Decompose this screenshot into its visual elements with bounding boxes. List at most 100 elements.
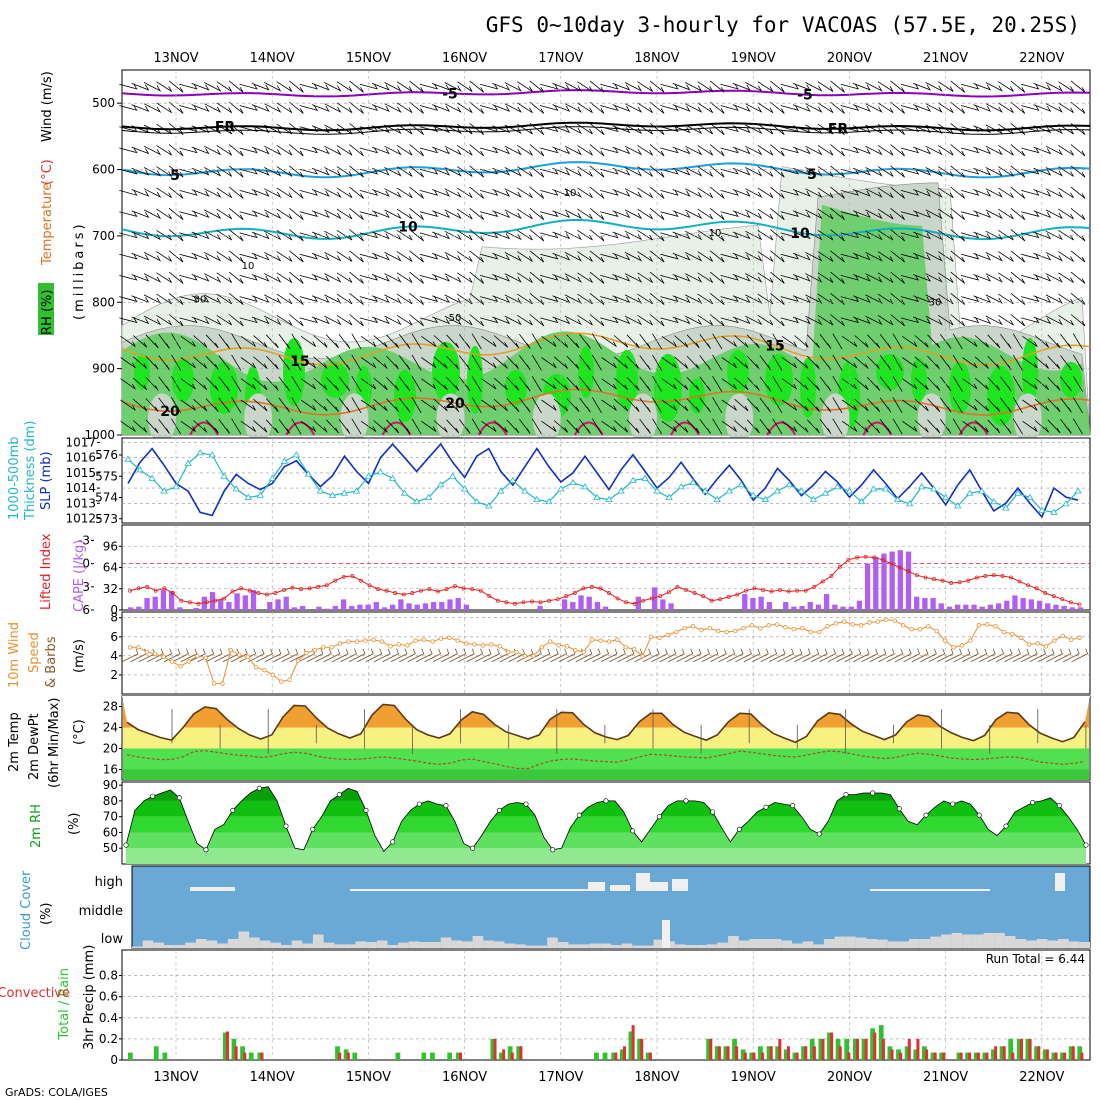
wind-barb	[373, 420, 388, 433]
wind-barb	[338, 355, 351, 371]
surface-wind-barb	[684, 648, 702, 663]
tick-label: 70	[103, 810, 118, 824]
wind-barb	[781, 420, 798, 432]
wind-barb	[841, 420, 858, 432]
wind-barb	[493, 377, 508, 391]
precip-convective-bar	[752, 1052, 756, 1060]
temp-contour-25	[189, 421, 219, 436]
wind-barb	[371, 167, 390, 176]
wind-barb	[540, 296, 559, 302]
wind-barb	[1034, 335, 1050, 348]
wind-barb	[168, 165, 184, 178]
wind-label-b: Speed	[27, 632, 42, 673]
wind-speed-point	[758, 626, 763, 631]
wind-barb	[913, 104, 932, 112]
wind-barb	[913, 83, 932, 91]
wind-barb	[253, 420, 268, 433]
tick-label: 2	[110, 668, 118, 682]
wind-speed-point	[438, 636, 444, 641]
tick-label: 1013	[65, 496, 96, 510]
surface-wind-barb	[785, 648, 803, 663]
wind-barb	[143, 315, 162, 326]
wind-barb	[156, 187, 172, 199]
wind-speed-point	[237, 652, 242, 658]
wind-barb	[697, 81, 714, 92]
wind-barb	[660, 317, 679, 324]
wind-barb	[1045, 315, 1063, 326]
cape-bar	[390, 604, 396, 610]
wind-barb	[890, 207, 905, 221]
wind-barb	[179, 189, 198, 196]
wind-barb	[637, 293, 653, 305]
lifted-index-point	[435, 589, 440, 594]
wind-barb	[469, 186, 485, 199]
wind-barb	[469, 123, 485, 136]
wind-barb	[276, 123, 293, 135]
precip-total-bar	[844, 1038, 850, 1060]
wind-barb	[600, 253, 619, 260]
surface-wind-barb	[474, 648, 492, 663]
wind-barb	[264, 273, 282, 283]
rh-point	[763, 804, 769, 810]
wind-barb	[239, 126, 258, 133]
wind-barb	[566, 334, 580, 349]
precip-total-bar	[395, 1052, 401, 1060]
wind-barb	[313, 335, 328, 348]
wind-barb	[626, 377, 640, 391]
wind-barb	[419, 189, 439, 196]
wind-barb	[1070, 165, 1086, 178]
rh-bright-cell	[765, 353, 793, 406]
wind-barb	[458, 397, 471, 413]
tick-label: 20	[103, 742, 118, 756]
wind-barb	[311, 104, 330, 112]
wind-barb	[900, 317, 920, 324]
lifted-index-point	[829, 574, 834, 578]
contour-label: -5	[797, 88, 813, 104]
surface-wind-barb	[693, 648, 710, 663]
lifted-index-point	[581, 586, 586, 591]
wind-speed-point	[556, 643, 561, 648]
wind-barb	[721, 420, 737, 432]
thickness-point	[941, 493, 950, 500]
wind-barb	[119, 232, 138, 239]
wind-barb	[734, 377, 749, 391]
temp-mask	[122, 696, 1090, 743]
wind-barb	[276, 272, 293, 283]
date-axis-top: 13NOV 14NOV 15NOV 16NOV 17NOV 18NOV 19NOV 20NOV…	[153, 51, 1064, 66]
surface-wind-barb	[911, 648, 929, 663]
wind-barb	[180, 378, 196, 390]
wind-barb	[371, 189, 390, 197]
wind-barb	[925, 209, 943, 220]
wind-barb	[360, 335, 377, 347]
cloud-level-label: middle	[79, 904, 123, 919]
wind-speed-point	[976, 623, 981, 628]
thickness-point	[701, 487, 709, 494]
precip-convective-bar	[338, 1052, 342, 1060]
surface-wind-barb	[827, 648, 845, 663]
wind-barb	[218, 397, 230, 413]
cape-bar	[291, 607, 298, 610]
wind-barb	[900, 274, 920, 281]
wind-barb	[168, 271, 184, 284]
wind-barb	[637, 314, 653, 326]
wind-barb	[143, 82, 162, 92]
wind-barb	[781, 378, 798, 390]
low-cloud-bar	[1026, 940, 1037, 948]
wind-barb	[456, 123, 473, 135]
wind-barb	[336, 145, 353, 156]
wind-barb	[179, 83, 198, 90]
cape-bar	[168, 591, 175, 610]
wind-barb	[877, 187, 894, 199]
wind-barb	[1010, 165, 1026, 178]
thickness-label-b: Thickness (dm)	[23, 421, 38, 521]
wind-speed-point	[371, 637, 376, 642]
surface-wind-barb	[936, 648, 954, 663]
wind-barb	[1047, 398, 1061, 412]
tick-label: 8	[110, 611, 118, 625]
wind-barb	[469, 250, 485, 263]
wind-barb	[336, 251, 353, 262]
wind-barb	[685, 294, 703, 304]
precip-total-bar	[499, 1052, 504, 1060]
wind-barb	[770, 144, 785, 157]
wind-barb	[639, 376, 651, 392]
